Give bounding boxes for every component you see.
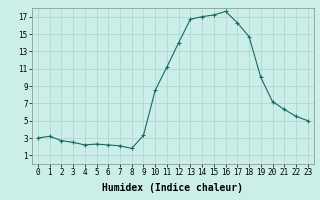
X-axis label: Humidex (Indice chaleur): Humidex (Indice chaleur) bbox=[102, 183, 243, 193]
